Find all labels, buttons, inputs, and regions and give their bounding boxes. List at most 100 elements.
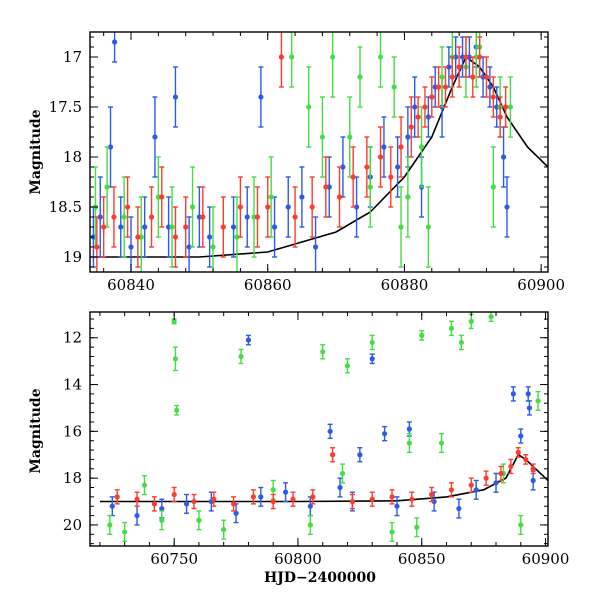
bottom-x-tick-label: 60750: [150, 550, 198, 568]
data-point: [503, 104, 509, 110]
data-point: [101, 224, 107, 230]
top-series-1-point: [425, 186, 431, 268]
top-series-0-point: [230, 196, 237, 258]
data-point: [369, 356, 375, 362]
data-point: [299, 194, 305, 200]
data-point: [518, 522, 524, 528]
top-series-2-point: [415, 96, 421, 138]
data-point: [477, 54, 483, 60]
top-series-2-point: [388, 146, 394, 208]
top-x-tick-label: 60860: [244, 276, 292, 294]
data-point: [449, 74, 455, 80]
bottom-series-0-point: [337, 477, 343, 498]
bottom-series-2-point: [429, 486, 435, 503]
bottom-y-tick-label: 16: [63, 422, 82, 440]
top-series-2-point: [497, 96, 503, 138]
data-point: [349, 498, 356, 505]
data-point: [336, 194, 343, 200]
data-point: [97, 214, 103, 220]
bottom-series-2-point: [171, 486, 177, 503]
bottom-series-2-point: [448, 482, 455, 498]
bottom-series-1-point: [406, 432, 412, 454]
bottom-series-2: [114, 447, 536, 512]
bottom-x-tick-label: 60850: [398, 550, 446, 568]
data-point: [488, 314, 494, 320]
data-point: [183, 224, 189, 230]
data-point: [171, 318, 177, 324]
top-series-1-point: [439, 46, 445, 108]
data-point: [285, 204, 291, 210]
bottom-series-2-point: [114, 489, 120, 505]
bottom-series-0-point: [245, 334, 252, 346]
top-series-2-point: [503, 86, 509, 128]
data-point: [473, 487, 479, 493]
data-point: [312, 244, 319, 250]
bottom-series-2-point: [498, 465, 504, 482]
data-point: [196, 517, 202, 523]
data-point: [290, 496, 296, 502]
data-point: [525, 391, 531, 397]
data-point: [189, 204, 196, 210]
data-point: [389, 529, 395, 535]
top-series-1-point: [347, 96, 353, 178]
data-point: [442, 84, 449, 90]
top-y-tick-label: 17.5: [49, 98, 82, 116]
bottom-series-1-point: [468, 313, 474, 330]
top-series-2-point: [350, 146, 356, 208]
bottom-series-2-point: [330, 447, 336, 463]
top-series-1-point: [121, 176, 127, 258]
top-series-0-point: [425, 96, 431, 138]
bottom-series-2-point: [191, 493, 197, 510]
bottom-panel: Magnitude HJD−2400000 60750 60800 60850 609…: [28, 311, 569, 586]
top-series-0-point: [271, 196, 278, 258]
top-series-0-point: [258, 66, 264, 128]
bottom-series-2-point: [515, 447, 521, 458]
top-series-2-point: [436, 66, 442, 108]
top-series-1-point: [507, 76, 514, 138]
top-series-0-point: [207, 206, 213, 268]
data-point: [237, 204, 243, 210]
data-point: [339, 470, 346, 477]
data-point: [121, 214, 127, 220]
data-point: [382, 431, 388, 437]
data-point: [436, 84, 442, 90]
data-point: [510, 391, 516, 397]
data-point: [159, 194, 165, 200]
bottom-y-tick-label: 12: [63, 329, 82, 347]
bottom-series-0-point: [394, 496, 400, 517]
top-series-2-point: [254, 186, 261, 248]
top-series-0-point: [487, 66, 493, 108]
data-point: [152, 134, 158, 140]
data-point: [337, 484, 343, 491]
data-point: [415, 114, 421, 120]
bottom-y-tick-label: 14: [63, 376, 82, 394]
top-series-2-point: [159, 166, 165, 228]
data-point: [207, 234, 213, 240]
bottom-series-2-point: [409, 491, 415, 507]
bottom-series-1-point: [518, 514, 524, 535]
top-series-0: [90, 32, 510, 272]
top-series-2-point: [278, 32, 285, 88]
data-point: [306, 104, 312, 110]
data-point: [412, 104, 418, 110]
data-point: [278, 54, 285, 60]
data-point: [172, 94, 179, 100]
data-point: [490, 184, 496, 190]
top-series-1-point: [169, 186, 175, 268]
top-y-axis-title: Magnitude: [28, 109, 44, 194]
bottom-series-1: [107, 312, 541, 543]
data-point: [391, 84, 397, 90]
data-point: [245, 337, 252, 343]
data-point: [172, 356, 179, 362]
bottom-series-2-point: [250, 489, 256, 505]
data-point: [94, 244, 100, 250]
top-series-1-point: [306, 66, 312, 148]
top-series-2-point: [135, 206, 141, 268]
data-point: [135, 234, 141, 240]
data-point: [381, 144, 387, 150]
bottom-series-2-point: [369, 491, 375, 507]
data-point: [254, 214, 261, 220]
data-point: [344, 363, 351, 369]
bottom-series-0-point: [510, 386, 516, 402]
top-series-1-point: [330, 32, 336, 98]
